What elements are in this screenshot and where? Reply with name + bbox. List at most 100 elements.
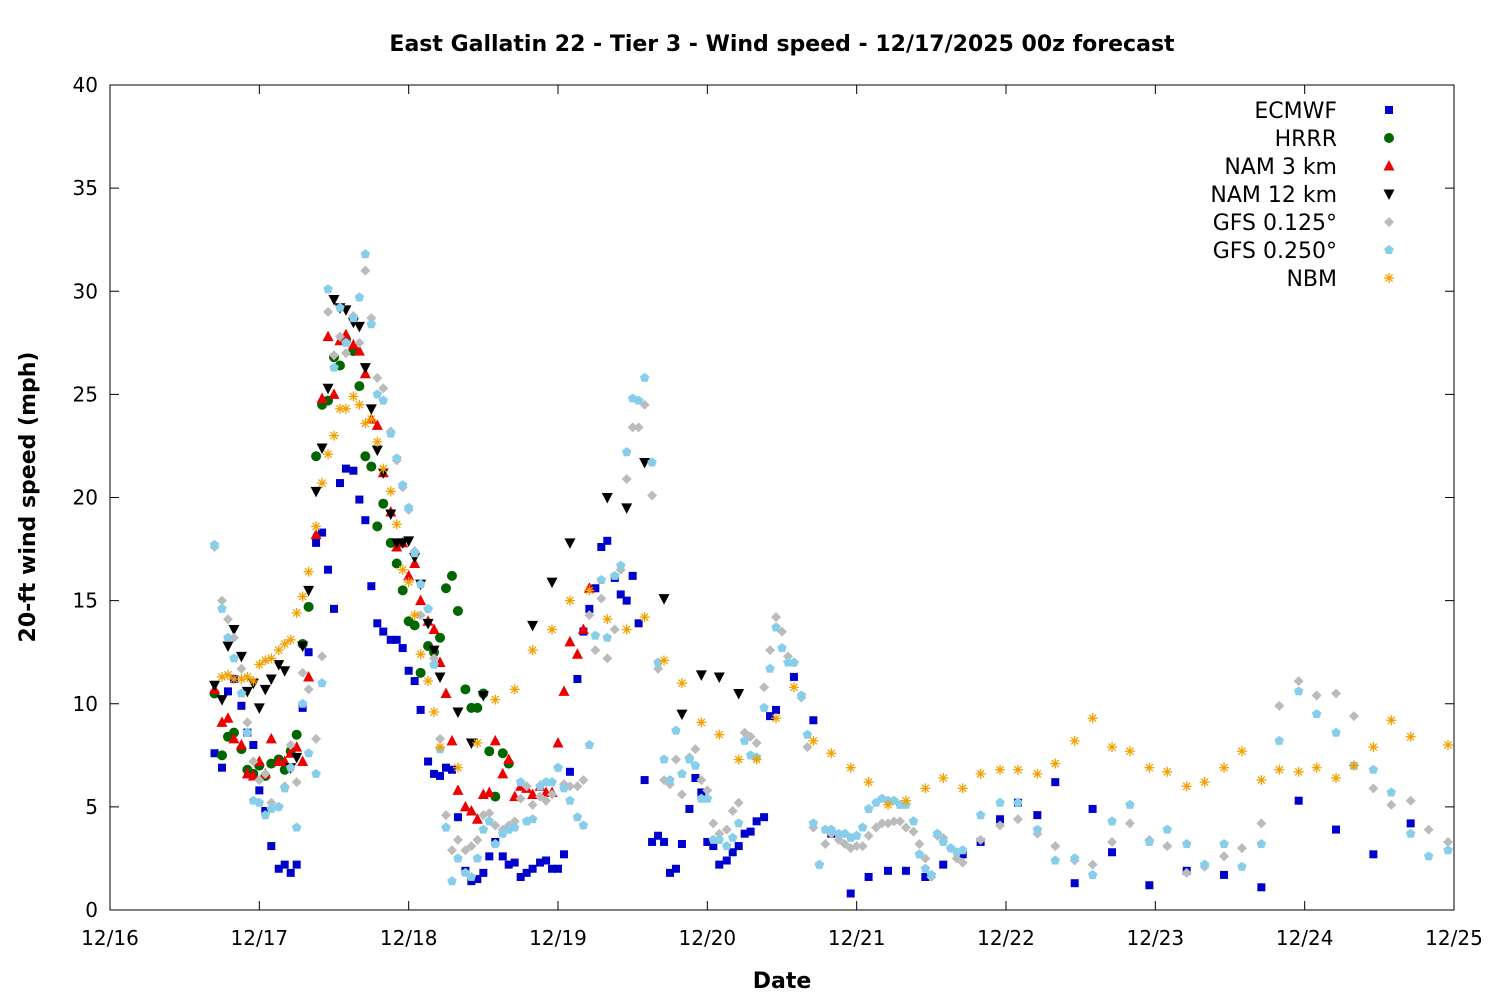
data-point	[242, 727, 253, 737]
x-tick-label: 12/16	[81, 926, 139, 950]
data-point	[621, 447, 632, 457]
data-point	[392, 453, 402, 463]
data-point	[975, 810, 986, 820]
data-point	[435, 632, 446, 643]
asterisk-stroke	[697, 718, 706, 727]
data-point	[360, 418, 371, 429]
data-point	[318, 528, 327, 537]
legend-marker	[1383, 160, 1395, 171]
data-point	[360, 249, 371, 259]
data-point	[938, 836, 948, 846]
legend-label: NAM 3 km	[1224, 155, 1337, 180]
data-point	[814, 859, 825, 869]
data-point	[223, 632, 233, 642]
data-point	[894, 816, 905, 827]
data-point	[1256, 839, 1267, 848]
data-point	[322, 330, 334, 342]
legend-label: NBM	[1286, 267, 1337, 292]
data-point	[590, 630, 601, 640]
asterisk-stroke	[901, 796, 910, 805]
data-point	[616, 590, 625, 599]
data-point	[1256, 775, 1267, 786]
legend: ECMWF HRRR NAM 3 km NAM 12 km GFS 0.125° GFS …	[1210, 99, 1395, 292]
data-point	[366, 319, 377, 329]
data-point	[328, 295, 340, 306]
asterisk-stroke	[335, 404, 344, 413]
data-point	[297, 667, 308, 678]
data-point	[802, 729, 813, 739]
data-point	[771, 713, 782, 724]
data-point	[466, 841, 477, 852]
asterisk-stroke	[827, 749, 836, 758]
data-point	[452, 762, 463, 773]
data-point	[247, 769, 259, 781]
data-point	[509, 684, 520, 695]
data-point	[304, 648, 313, 657]
data-point	[654, 831, 663, 840]
data-point	[602, 653, 613, 664]
data-point	[310, 486, 322, 498]
data-point	[1181, 781, 1192, 792]
asterisk-stroke	[548, 625, 557, 634]
data-point	[253, 703, 265, 714]
data-point	[527, 814, 538, 824]
data-point	[340, 348, 351, 359]
data-point	[322, 383, 334, 395]
asterisk-stroke	[1332, 774, 1341, 782]
data-point	[1144, 762, 1155, 773]
data-point	[292, 860, 301, 869]
data-point	[527, 645, 538, 656]
data-point	[690, 760, 701, 770]
data-point	[995, 820, 1006, 831]
data-point	[1311, 690, 1322, 701]
asterisk-stroke	[772, 714, 781, 723]
data-point	[311, 768, 321, 778]
data-point	[628, 571, 637, 580]
data-point	[465, 805, 477, 816]
data-point	[235, 651, 247, 663]
data-point	[397, 564, 408, 575]
data-point	[311, 521, 322, 532]
data-point	[497, 748, 508, 759]
data-point	[266, 653, 277, 664]
data-point	[348, 313, 359, 323]
asterisk-stroke	[1145, 763, 1154, 772]
data-point	[1311, 762, 1322, 773]
data-point	[259, 684, 271, 696]
series-6	[217, 391, 1454, 810]
data-point	[658, 594, 670, 605]
data-point	[1348, 760, 1359, 771]
data-point	[285, 740, 296, 750]
data-point	[802, 742, 813, 753]
data-point	[371, 419, 383, 430]
data-point	[1087, 859, 1098, 870]
data-point	[1181, 839, 1192, 848]
data-point	[845, 762, 856, 773]
data-point	[274, 864, 283, 873]
data-point	[571, 648, 583, 659]
data-point	[416, 705, 425, 714]
data-point	[685, 804, 694, 813]
data-point	[597, 543, 606, 551]
data-point	[695, 670, 707, 681]
data-point	[510, 858, 519, 867]
data-point	[217, 595, 227, 606]
data-point	[1405, 731, 1416, 742]
data-point	[236, 688, 247, 698]
asterisk-stroke	[1444, 741, 1453, 749]
data-point	[1107, 742, 1118, 753]
data-point	[1331, 727, 1341, 737]
data-point	[659, 754, 669, 764]
data-point	[373, 619, 382, 628]
data-point	[385, 486, 396, 497]
data-point	[367, 582, 376, 591]
asterisk-stroke	[884, 800, 893, 809]
data-point	[403, 536, 415, 547]
data-point	[324, 565, 333, 574]
asterisk-stroke	[1033, 769, 1042, 778]
data-point	[265, 732, 277, 744]
data-point	[280, 860, 289, 869]
asterisk-stroke	[510, 685, 519, 694]
data-point	[471, 813, 483, 824]
data-point	[640, 776, 649, 785]
